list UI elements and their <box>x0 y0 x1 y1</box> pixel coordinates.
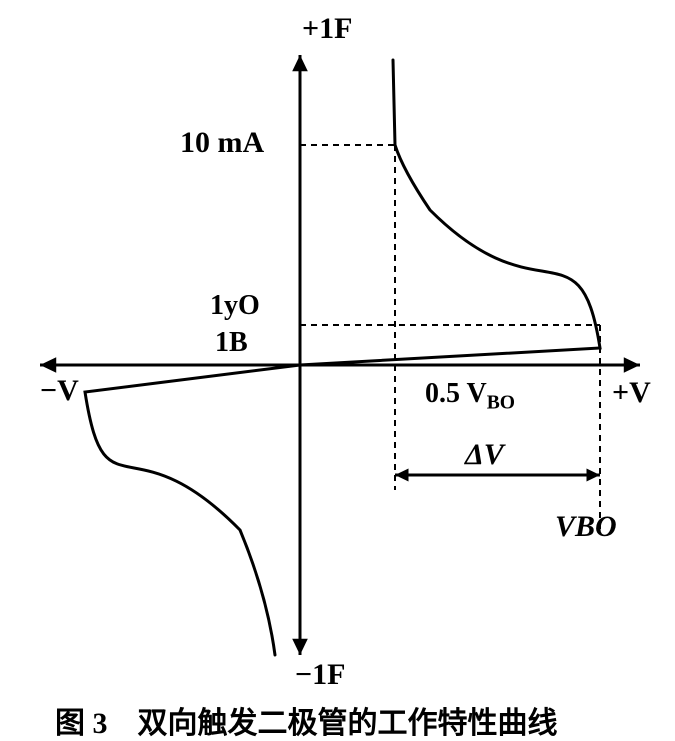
half-vbo-label: 0.5 VBO <box>425 378 515 415</box>
y-axis-arrow-up <box>292 55 308 71</box>
x-axis-arrow-right <box>624 357 640 373</box>
x-axis-right-label: +V <box>612 376 651 410</box>
x-axis-left-label: −V <box>40 374 79 408</box>
figure-caption: 图 3 双向触发二极管的工作特性曲线 <box>55 698 558 741</box>
y-axis-arrow-down <box>292 639 308 655</box>
ib-label: 1B <box>215 327 248 359</box>
y-axis-bottom-label: −1F <box>295 658 345 692</box>
current-10ma-label: 10 mA <box>180 126 264 160</box>
delta-v-arrow-left <box>395 468 409 481</box>
iyo-label: 1yO <box>210 290 260 322</box>
curve-negative <box>85 365 300 655</box>
delta-v-label: ΔV <box>465 438 504 472</box>
curve-positive <box>300 60 600 365</box>
y-axis-top-label: +1F <box>302 12 352 46</box>
delta-v-arrow-right <box>586 468 600 481</box>
vbo-label: VBO <box>555 510 617 544</box>
x-axis-arrow-left <box>40 357 56 373</box>
